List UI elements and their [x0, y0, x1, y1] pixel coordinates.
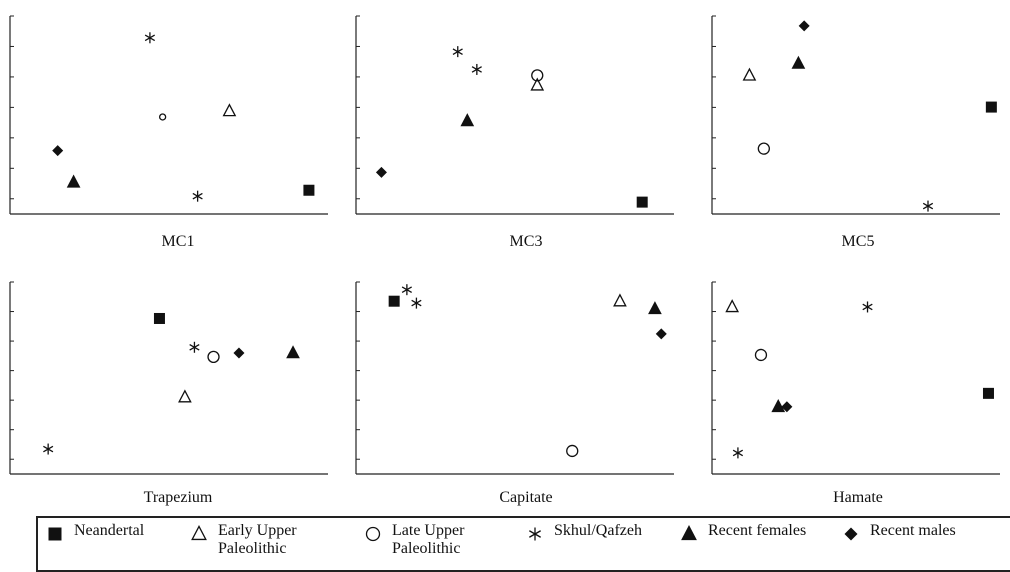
point-open-circle: [158, 113, 167, 121]
point-asterisk: [43, 443, 54, 455]
point-asterisk: [144, 32, 156, 44]
point-filled-triangle: [286, 345, 300, 359]
panel-capitate: Capitate: [355, 281, 674, 506]
filled-square-icon: [48, 527, 62, 541]
point-asterisk: [411, 297, 422, 309]
point-asterisk: [189, 341, 200, 353]
panel-trapezium: Trapezium: [9, 281, 328, 506]
panel-title: MC3: [510, 233, 543, 250]
panel-mc5: MC5: [711, 15, 1000, 250]
point-filled-square: [985, 101, 997, 113]
point-open-triangle: [178, 389, 192, 403]
legend-marker-open-triangle: [191, 525, 207, 541]
point-asterisk: [922, 200, 934, 212]
point-filled-triangle: [460, 113, 475, 127]
point-filled-diamond: [233, 347, 245, 359]
point-open-triangle: [530, 77, 545, 91]
legend-item-recent-females: Recent females: [678, 522, 806, 545]
open-circle-icon: [365, 526, 381, 542]
legend-label: Early Upper Paleolithic: [218, 522, 297, 557]
legend-item-recent-males: Recent males: [840, 522, 956, 545]
legend-item-skhul-qafzeh: Skhul/Qafzeh: [524, 522, 642, 545]
legend-item-early-upper-paleolithic: Early Upper Paleolithic: [188, 522, 297, 558]
point-filled-diamond: [655, 328, 667, 340]
legend-marker-asterisk: [529, 527, 541, 541]
legend-label: Late Upper Paleolithic: [392, 522, 465, 557]
point-filled-triangle: [791, 55, 806, 69]
point-filled-square: [303, 184, 315, 196]
point-asterisk: [452, 46, 463, 58]
panel-title: Trapezium: [144, 489, 213, 506]
point-open-circle: [566, 444, 579, 458]
point-asterisk: [401, 284, 412, 296]
legend-marker-filled-triangle: [681, 525, 697, 541]
filled-triangle-icon: [681, 525, 697, 541]
legend-label: Skhul/Qafzeh: [554, 522, 642, 539]
legend: Neandertal Early Upper Paleolithic Late …: [36, 516, 1010, 572]
point-asterisk: [862, 301, 873, 313]
panel-mc1: MC1: [9, 15, 328, 250]
panel-title: Hamate: [833, 489, 883, 506]
legend-marker-filled-square: [48, 527, 62, 541]
point-open-triangle: [222, 103, 237, 117]
point-filled-diamond: [52, 145, 64, 157]
point-asterisk: [471, 63, 482, 75]
panel-title: MC1: [162, 233, 195, 250]
panel-mc3: MC3: [355, 15, 674, 250]
panel-hamate: Hamate: [711, 281, 1000, 506]
point-open-triangle: [613, 293, 627, 307]
filled-diamond-icon: [844, 527, 858, 541]
point-open-triangle: [742, 67, 757, 81]
legend-label: Neandertal: [74, 522, 145, 539]
point-filled-triangle: [648, 301, 662, 315]
point-open-triangle: [725, 299, 740, 313]
asterisk-icon: [529, 527, 541, 541]
panel-title: Capitate: [499, 489, 552, 506]
legend-label: Recent males: [870, 522, 956, 539]
point-open-circle: [531, 69, 544, 82]
legend-item-neandertal: Neandertal: [44, 522, 144, 545]
point-open-circle: [754, 348, 768, 362]
point-open-circle: [757, 142, 770, 155]
point-filled-triangle: [66, 174, 81, 188]
point-filled-triangle: [771, 399, 786, 413]
point-filled-square: [982, 387, 994, 399]
legend-item-late-upper-paleolithic: Late Upper Paleolithic: [362, 522, 464, 558]
point-filled-square: [153, 312, 165, 324]
point-filled-diamond: [798, 20, 810, 32]
open-triangle-icon: [191, 525, 207, 541]
legend-marker-open-circle: [365, 526, 381, 542]
point-filled-square: [636, 196, 648, 208]
panel-title: MC5: [842, 233, 875, 250]
point-filled-diamond: [375, 166, 387, 178]
point-open-circle: [207, 350, 220, 364]
legend-marker-filled-diamond: [844, 527, 858, 541]
legend-label: Recent females: [708, 522, 807, 539]
point-asterisk: [732, 447, 744, 459]
point-filled-square: [388, 295, 400, 307]
point-asterisk: [192, 190, 203, 202]
point-filled-diamond: [781, 401, 793, 413]
